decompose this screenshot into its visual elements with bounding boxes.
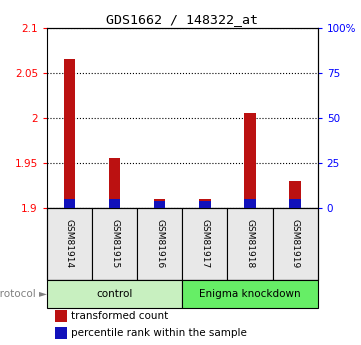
Bar	[154, 199, 165, 208]
Bar	[182, 280, 318, 308]
Bar	[92, 208, 137, 280]
Text: GSM81916: GSM81916	[155, 219, 164, 268]
Bar	[227, 208, 273, 280]
Bar	[273, 208, 318, 280]
Bar	[137, 208, 182, 280]
Bar	[55, 310, 67, 322]
Bar	[244, 199, 256, 208]
Title: GDS1662 / 148322_at: GDS1662 / 148322_at	[106, 13, 258, 27]
Bar	[290, 181, 301, 208]
Text: GSM81919: GSM81919	[291, 219, 300, 268]
Text: percentile rank within the sample: percentile rank within the sample	[71, 328, 247, 338]
Bar	[182, 208, 227, 280]
Text: GSM81918: GSM81918	[245, 219, 255, 268]
Bar	[154, 200, 165, 208]
Bar	[47, 280, 182, 308]
Bar	[199, 199, 210, 208]
Bar	[109, 199, 120, 208]
Bar	[199, 200, 210, 208]
Text: protocol ►: protocol ►	[0, 289, 47, 299]
Text: GSM81915: GSM81915	[110, 219, 119, 268]
Bar	[244, 113, 256, 208]
Bar	[290, 199, 301, 208]
Bar	[64, 199, 75, 208]
Bar	[109, 158, 120, 208]
Text: Enigma knockdown: Enigma knockdown	[199, 289, 301, 299]
Text: GSM81917: GSM81917	[200, 219, 209, 268]
Bar	[47, 208, 92, 280]
Bar	[64, 59, 75, 208]
Text: transformed count: transformed count	[71, 311, 169, 321]
Bar	[55, 327, 67, 339]
Text: GSM81914: GSM81914	[65, 219, 74, 268]
Text: control: control	[96, 289, 133, 299]
